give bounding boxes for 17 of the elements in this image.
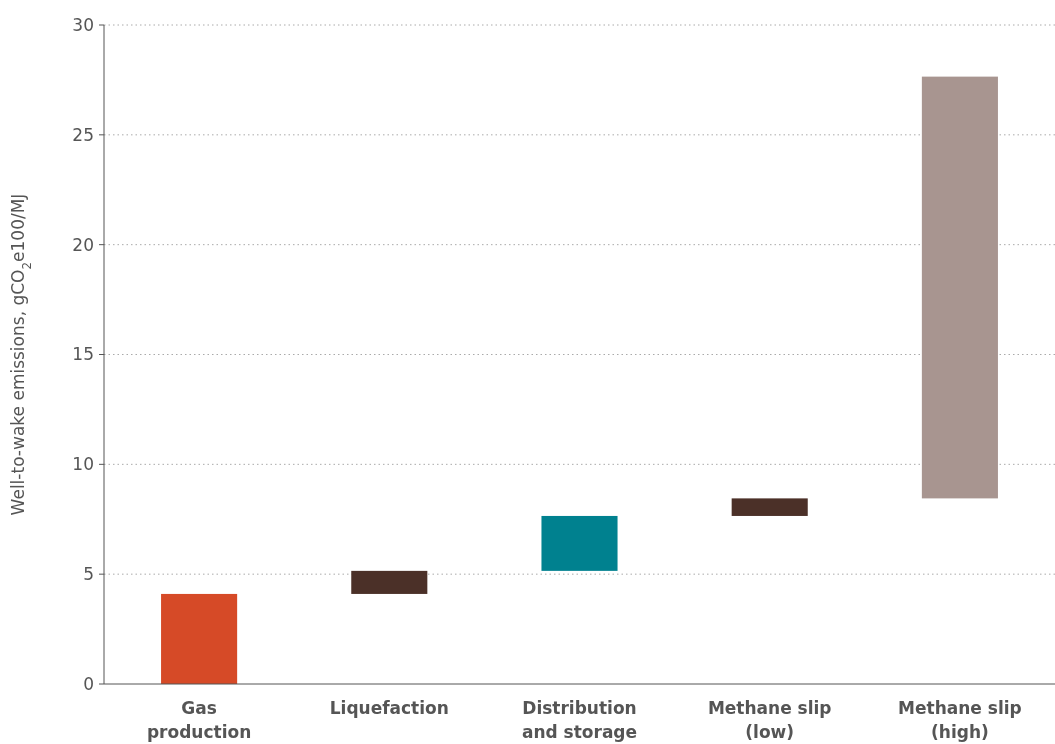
x-tick-label: Gas production bbox=[146, 698, 252, 742]
bar bbox=[731, 498, 808, 516]
bar bbox=[351, 570, 428, 594]
x-tick-label: Methane slip (low) bbox=[707, 698, 832, 742]
y-tick-label: 10 bbox=[72, 454, 94, 475]
y-tick-label: 20 bbox=[72, 234, 94, 255]
y-tick-label: 5 bbox=[83, 564, 94, 585]
x-tick-label: Distribution and storage bbox=[521, 698, 638, 742]
bar bbox=[921, 76, 998, 499]
y-tick-label: 15 bbox=[72, 344, 94, 365]
y-tick-label: 0 bbox=[83, 673, 94, 694]
bar bbox=[541, 515, 618, 571]
y-tick-label: 30 bbox=[72, 14, 94, 35]
x-tick-label: Methane slip (high) bbox=[898, 698, 1022, 742]
bar bbox=[161, 593, 238, 684]
y-tick-label: 25 bbox=[72, 124, 94, 145]
x-tick-label: Liquefaction bbox=[329, 698, 449, 718]
